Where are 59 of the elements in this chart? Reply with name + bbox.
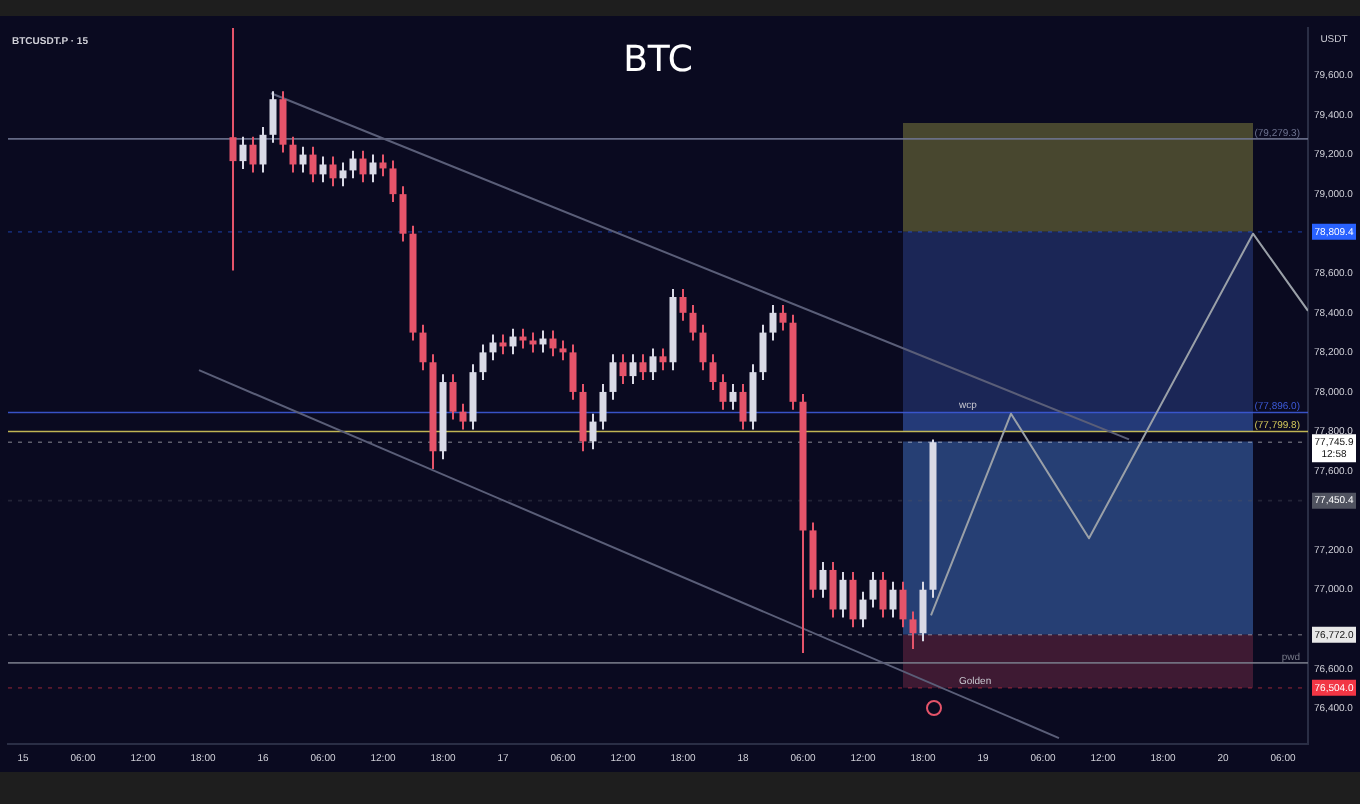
candlestick: [259, 125, 267, 174]
candlestick: [609, 353, 617, 401]
candlestick: [459, 402, 467, 431]
candlestick: [589, 412, 597, 451]
candlestick: [319, 155, 327, 184]
candlestick: [889, 580, 897, 619]
candlestick: [879, 570, 887, 619]
candlestick: [289, 135, 297, 174]
candlestick: [859, 590, 867, 629]
candlestick: [689, 303, 697, 342]
candlestick: [269, 90, 277, 144]
candlestick: [709, 353, 717, 391]
chart-title: BTC: [623, 39, 693, 82]
candlestick: [239, 135, 247, 171]
candlestick: [869, 570, 877, 609]
candlestick: [309, 145, 317, 184]
candlestick: [509, 327, 517, 356]
candlestick: [329, 155, 337, 188]
candlestick: [899, 580, 907, 629]
candlestick: [629, 353, 637, 386]
candlestick: [339, 161, 347, 188]
candlestick: [909, 610, 917, 651]
candlestick: [639, 353, 647, 382]
candlestick: [379, 153, 387, 178]
candlestick: [399, 185, 407, 243]
candlestick: [549, 329, 557, 358]
candlestick: [369, 153, 377, 184]
candlestick: [769, 303, 777, 342]
candlestick: [299, 145, 307, 174]
candlestick: [919, 580, 927, 643]
candlestick: [849, 570, 857, 629]
candlestick: [229, 27, 237, 272]
candlestick: [479, 343, 487, 382]
candlestick: [819, 561, 827, 599]
candlestick: [679, 288, 687, 322]
candlestick: [349, 149, 357, 180]
candlestick: [249, 135, 257, 174]
candlestick: [519, 327, 527, 350]
candlestick: [659, 347, 667, 372]
candlestick: [739, 383, 747, 431]
candlestick: [559, 339, 567, 362]
candlestick: [649, 347, 657, 382]
candlestick: [619, 353, 627, 386]
candlestick: [389, 159, 397, 204]
candlestick: [419, 323, 427, 372]
candlestick: [489, 333, 497, 362]
candlestick: [699, 323, 707, 372]
candlestick: [569, 343, 577, 401]
candlestick: [779, 303, 787, 332]
candlestick: [829, 561, 837, 619]
candlestick: [359, 149, 367, 184]
candlestick: [279, 90, 287, 154]
candlestick: [719, 373, 727, 411]
candlestick: [599, 383, 607, 431]
candlestick: [449, 373, 457, 421]
candlestick: [759, 323, 767, 382]
candlestick: [729, 383, 737, 411]
candlestick: [839, 570, 847, 619]
candlestick: [499, 333, 507, 356]
